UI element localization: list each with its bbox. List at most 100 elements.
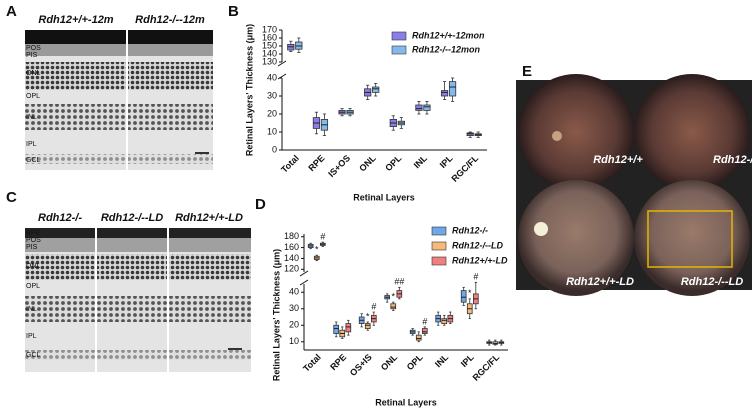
annotation: #	[371, 301, 376, 311]
layer-label: OPL	[26, 93, 40, 100]
box	[441, 318, 448, 324]
y-tick-label: 170	[262, 24, 277, 34]
y-tick-label: 30	[267, 90, 277, 100]
annotation: *	[391, 292, 395, 302]
annotation: #	[473, 272, 478, 282]
x-tick-label: Total	[279, 153, 301, 175]
legend-swatch	[431, 256, 447, 266]
annotation: *	[315, 245, 319, 255]
box	[448, 81, 457, 97]
y-tick-label: 140	[262, 48, 277, 58]
y-tick-label: 10	[267, 126, 277, 136]
fundus-label: Rdh12-/--LD	[681, 276, 743, 288]
y-tick-label: 140	[284, 253, 299, 263]
y-axis-title: Retinal Layers' Thickness (μm)	[244, 24, 254, 156]
layer-label: POS	[26, 45, 41, 52]
panel-label: A	[6, 3, 17, 20]
legend-swatch	[431, 226, 447, 236]
x-tick-label: IS+OS	[326, 153, 352, 179]
y-tick-label: 20	[267, 108, 277, 118]
annotation: #	[320, 232, 325, 242]
layer-label: INL	[26, 306, 37, 313]
box	[440, 90, 449, 97]
legend-label: Rdh12-/--12mon	[412, 44, 481, 54]
layer-label: ONL	[26, 263, 41, 270]
column-header: Rdh12-/-	[38, 212, 82, 224]
y-tick-label: 30	[289, 303, 299, 313]
layer-label: GCL	[26, 157, 41, 164]
y-tick-label: 120	[284, 264, 299, 274]
box	[333, 324, 340, 334]
y-tick-label: 0	[272, 144, 277, 154]
layer-label: POS	[26, 237, 41, 244]
box	[460, 290, 467, 303]
layer-label: ONL	[26, 70, 41, 77]
x-axis-title: Retinal Layers	[375, 397, 437, 407]
axis-break	[299, 270, 309, 277]
box	[415, 104, 423, 111]
x-tick-label: IPL	[459, 352, 476, 369]
annotation: *	[366, 311, 370, 321]
y-tick-label: 160	[262, 32, 277, 42]
axis-break	[277, 60, 287, 67]
layer-label: IPL	[26, 141, 37, 148]
legend-label: Rdh12-/-	[452, 225, 488, 235]
histology-c	[25, 228, 251, 372]
layer-label: RPE	[26, 35, 41, 42]
y-tick-label: 40	[289, 287, 299, 297]
layer-label: PIS	[26, 52, 38, 59]
x-tick-label: RGC/FL	[471, 352, 502, 383]
column-header: Rdh12+/+-12m	[38, 14, 113, 26]
layer-label: PIS	[26, 244, 38, 251]
box	[421, 328, 428, 334]
fundus-label: Rdh12+/+-LD	[566, 276, 634, 288]
box	[345, 323, 352, 333]
legend-swatch	[391, 45, 407, 55]
legend-label: Rdh12+/+-12mon	[412, 30, 485, 40]
legend-swatch	[431, 241, 447, 251]
column-header: Rdh12-/--LD	[101, 212, 163, 224]
x-tick-label: RGC/FL	[450, 153, 481, 184]
x-tick-label: ONL	[357, 153, 378, 174]
legend-label: Rdh12-/--LD	[452, 240, 503, 250]
x-axis-title: Retinal Layers	[353, 192, 415, 202]
y-tick-label: 20	[289, 320, 299, 330]
x-tick-label: INL	[433, 352, 451, 370]
column-header: Rdh12+/+-LD	[175, 212, 243, 224]
y-tick-label: 150	[262, 40, 277, 50]
x-tick-label: IPL	[438, 153, 455, 170]
x-tick-label: OPL	[383, 153, 404, 174]
panel-label: D	[255, 196, 266, 213]
x-tick-label: ONL	[379, 352, 400, 373]
layer-label: GCL	[26, 352, 41, 359]
annotation: *	[468, 288, 472, 298]
x-tick-label: INL	[412, 153, 430, 171]
panel-label: E	[522, 63, 532, 80]
x-tick-label: RPE	[306, 153, 326, 173]
box	[390, 303, 397, 310]
histology-a	[25, 30, 213, 170]
layer-label: OPL	[26, 283, 40, 290]
panel-label: C	[6, 189, 17, 206]
layer-label: IPL	[26, 333, 37, 340]
axis-break	[299, 279, 309, 286]
y-tick-label: 180	[284, 231, 299, 241]
fundus-label: Rdh12-/-	[713, 154, 753, 166]
fundus-e	[516, 74, 752, 296]
x-tick-label: RPE	[328, 352, 348, 372]
y-tick-label: 40	[267, 72, 277, 82]
y-axis-title: Retinal Layers' Thickness (μm)	[271, 249, 281, 381]
layer-label: INL	[26, 114, 37, 121]
layer-label: RPE	[26, 230, 41, 237]
x-tick-label: Total	[301, 352, 323, 374]
y-tick-label: 160	[284, 242, 299, 252]
y-tick-label: 10	[289, 336, 299, 346]
x-tick-label: OS+IS	[348, 352, 374, 378]
annotation: ##	[394, 277, 404, 287]
fundus-label: Rdh12+/+	[593, 154, 643, 166]
y-tick-label: 130	[262, 56, 277, 66]
legend-swatch	[391, 31, 407, 41]
box	[415, 334, 422, 341]
x-tick-label: OPL	[405, 352, 426, 373]
